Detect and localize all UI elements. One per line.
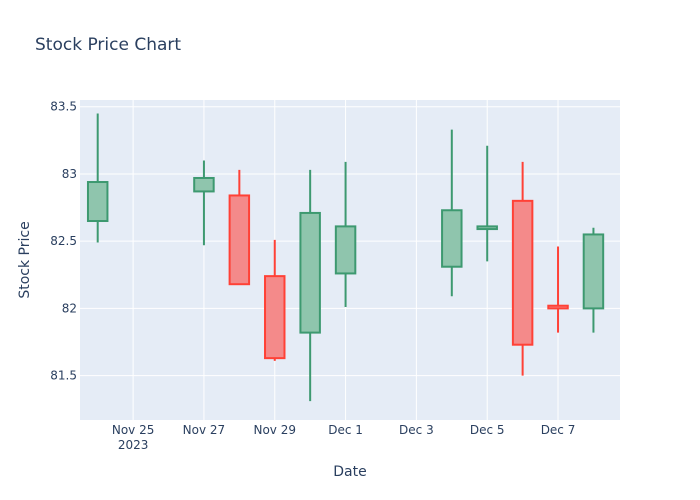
x-tick-label: Dec 7 <box>541 423 576 437</box>
y-axis-label: Stock Price <box>17 221 33 298</box>
y-tick-label: 83.5 <box>50 100 77 114</box>
y-tick-label: 81.5 <box>50 369 77 383</box>
candle-body <box>334 225 357 275</box>
x-tick-label: Nov 25 <box>112 423 155 437</box>
candle <box>582 227 605 333</box>
candle <box>441 129 463 297</box>
candle-body <box>476 225 498 231</box>
candle <box>511 161 534 376</box>
candle <box>228 169 251 286</box>
candle <box>299 169 321 402</box>
x-tick-label: Dec 1 <box>328 423 363 437</box>
candle <box>547 246 569 333</box>
candle-body <box>86 181 109 223</box>
y-axis-ticks: 81.5 82 82.5 83 83.5 <box>50 100 77 383</box>
candle <box>86 113 109 243</box>
y-tick-label: 83 <box>62 167 77 181</box>
candle <box>264 239 286 361</box>
x-tick-sublabel: 2023 <box>118 438 149 452</box>
candle <box>193 160 215 246</box>
y-tick-label: 82.5 <box>50 234 77 248</box>
x-axis-label: Date <box>333 464 366 480</box>
candle <box>334 161 357 308</box>
candle <box>476 145 498 262</box>
chart-title: Stock Price Chart <box>35 35 181 55</box>
candle-body <box>547 304 569 310</box>
x-tick-label: Dec 5 <box>470 423 505 437</box>
candle-body <box>299 211 321 334</box>
candle-body <box>582 233 605 310</box>
x-tick-label: Dec 3 <box>399 423 434 437</box>
x-tick-label: Nov 27 <box>183 423 226 437</box>
candles <box>86 113 605 402</box>
candle-body <box>264 275 286 360</box>
candle-body <box>228 194 251 286</box>
x-tick-label: Nov 29 <box>253 423 296 437</box>
y-tick-label: 82 <box>62 301 77 315</box>
candle-body <box>441 209 463 268</box>
candle-body <box>193 176 215 193</box>
candle-body <box>511 199 534 346</box>
